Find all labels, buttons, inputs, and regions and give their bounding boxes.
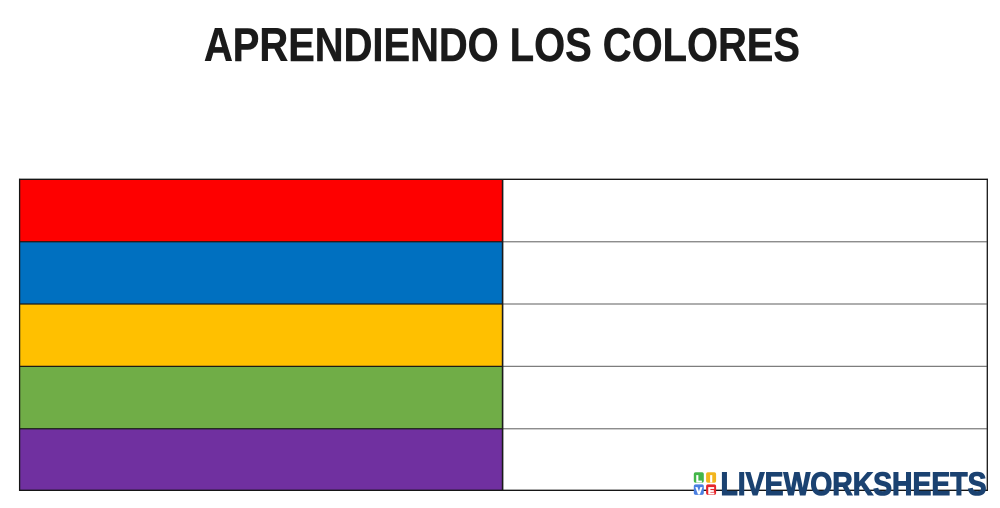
svg-text:APRENDIENDO LOS COLORES: APRENDIENDO LOS COLORES	[204, 19, 800, 72]
svg-text:E: E	[708, 486, 714, 497]
svg-text:LIVEWORKSHEETS: LIVEWORKSHEETS	[721, 466, 987, 502]
svg-text:V: V	[696, 486, 703, 497]
svg-text:I: I	[710, 474, 713, 485]
svg-text:L: L	[696, 474, 702, 485]
